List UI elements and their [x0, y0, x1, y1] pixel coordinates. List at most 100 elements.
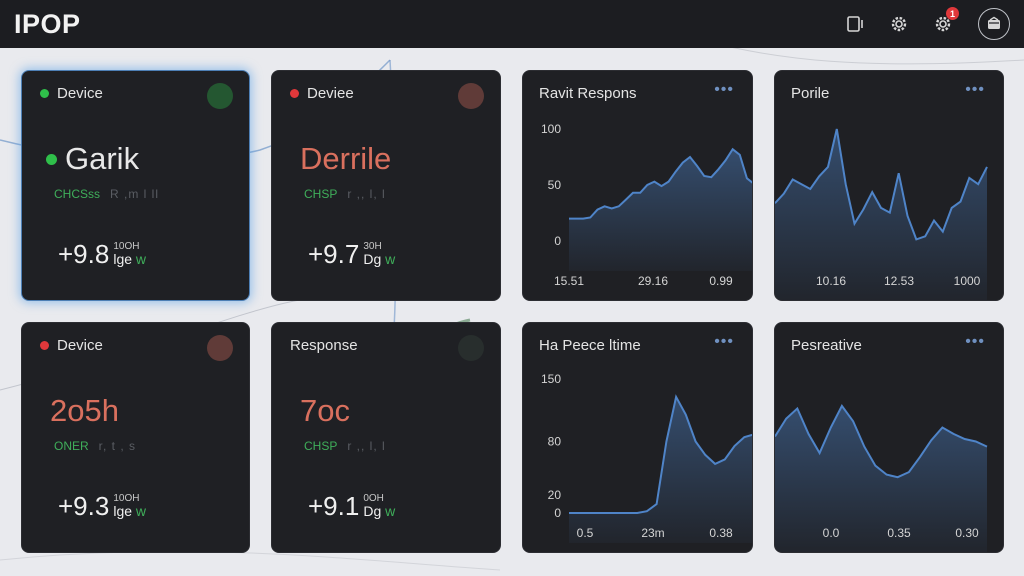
footer-unit-suffix: w — [385, 251, 396, 267]
device-card-title: Device — [57, 85, 103, 102]
x-tick-label: 12.53 — [884, 274, 914, 288]
x-tick-label: 0.99 — [709, 274, 733, 288]
chart-card-3: 150 80 20 0 0.5 23m 0.38 Ha Peece ltime ••• — [522, 322, 753, 553]
footer-sub: 10OH — [113, 241, 140, 252]
series-line — [569, 394, 752, 514]
footer-unit: Dg — [363, 251, 382, 267]
footer-value: +9.3 — [58, 491, 110, 521]
more-options-icon[interactable]: ••• — [965, 333, 985, 350]
device-card-status: CHSP r ,, l, l — [304, 439, 386, 453]
y-tick-label: 0 — [554, 506, 561, 520]
footer-unit-suffix: w — [135, 251, 147, 267]
series-area — [569, 149, 752, 271]
series-line — [775, 128, 988, 241]
footer-sub: 0OH — [363, 493, 384, 504]
tablet-icon[interactable] — [842, 11, 868, 37]
chart-title: Porile — [791, 85, 830, 102]
device-card-value: 7oc — [300, 393, 350, 428]
top-bar: IPOP 1 — [0, 0, 1024, 48]
status-trail: r, t , s — [98, 439, 137, 453]
card-corner-indicator — [207, 335, 233, 361]
status-code: CHCSss — [54, 187, 101, 201]
y-tick-label: 150 — [541, 372, 561, 386]
chart-card-2: 10.16 12.53 1000 Porile ••• — [774, 70, 1004, 301]
status-dot — [40, 341, 49, 350]
value-status-dot — [46, 153, 57, 165]
top-bar-actions: 1 — [842, 7, 1010, 40]
x-tick-label: 0.35 — [887, 526, 911, 540]
device-card-footer: +9.7 30H Dg w — [308, 239, 395, 270]
device-card-3[interactable]: Device 2o5h ONER r, t , s +9.3 10OH lge … — [21, 322, 250, 553]
chart-plot: 0.0 0.35 0.30 — [775, 404, 988, 552]
chart-plot: 10.16 12.53 1000 — [775, 128, 988, 300]
device-card-1[interactable]: Device Garik CHCSss R ,m l ll +9.8 10OH … — [21, 70, 250, 301]
device-card-header: Device — [40, 85, 103, 102]
more-options-icon[interactable]: ••• — [714, 333, 734, 350]
device-card-2[interactable]: Deviee Derrile CHSP r ,, l, l +9.7 30H D… — [271, 70, 501, 301]
device-card-header: Deviee — [290, 85, 354, 102]
device-card-value-row: Garik — [46, 141, 139, 177]
y-tick-label: 20 — [548, 488, 562, 502]
settings-notification-icon[interactable]: 1 — [930, 7, 959, 37]
x-tick-label: 0.38 — [709, 526, 733, 540]
app-title: IPOP — [14, 8, 81, 39]
y-tick-label: 50 — [548, 178, 562, 192]
footer-sub: 30H — [363, 241, 382, 252]
status-trail: r ,, l, l — [347, 187, 386, 201]
status-dot — [290, 89, 299, 98]
device-card-status: CHSP r ,, l, l — [304, 187, 386, 201]
user-avatar-icon[interactable] — [978, 8, 1010, 40]
footer-value: +9.8 — [58, 239, 110, 269]
footer-unit: lge — [113, 503, 133, 519]
settings-icon[interactable] — [886, 11, 912, 37]
status-trail: R ,m l ll — [110, 187, 160, 201]
card-corner-indicator — [207, 83, 233, 109]
status-dot — [40, 89, 49, 98]
chart-plot: 100 50 0 15.51 29.16 0.99 — [541, 122, 752, 288]
footer-unit: Dg — [363, 503, 382, 519]
series-area — [775, 129, 987, 300]
y-tick-label: 0 — [554, 234, 561, 248]
chart-title: Pesreative — [791, 337, 862, 354]
card-corner-indicator — [458, 83, 484, 109]
series-area — [775, 405, 987, 552]
device-card-title: Response — [290, 337, 358, 354]
x-tick-label: 23m — [641, 526, 664, 540]
device-card-footer: +9.8 10OH lge w — [58, 239, 146, 270]
device-card-value: Garik — [65, 141, 140, 176]
device-card-footer: +9.1 0OH Dg w — [308, 491, 395, 522]
footer-unit-suffix: w — [385, 503, 396, 519]
device-card-value-row: 7oc — [300, 393, 350, 429]
footer-unit-suffix: w — [135, 503, 147, 519]
x-tick-label: 1000 — [954, 274, 981, 288]
device-card-footer: +9.3 10OH lge w — [58, 491, 146, 522]
device-card-value-row: Derrile — [300, 141, 391, 177]
device-card-status: ONER r, t , s — [54, 439, 136, 453]
footer-value: +9.7 — [308, 239, 360, 269]
chart-title: Ha Peece ltime — [539, 337, 641, 354]
device-card-title: Device — [57, 337, 103, 354]
x-tick-label: 10.16 — [816, 274, 846, 288]
more-options-icon[interactable]: ••• — [714, 81, 734, 98]
more-options-icon[interactable]: ••• — [965, 81, 985, 98]
device-card-title: Deviee — [307, 85, 354, 102]
device-card-value: Derrile — [300, 141, 392, 176]
device-card-value-row: 2o5h — [50, 393, 119, 429]
series-line — [569, 147, 752, 220]
status-code: ONER — [54, 439, 89, 453]
chart-title: Ravit Respons — [539, 85, 637, 102]
device-card-header: Device — [40, 337, 103, 354]
device-card-value: 2o5h — [50, 393, 119, 428]
status-code: CHSP — [304, 187, 338, 201]
x-tick-label: 15.51 — [554, 274, 584, 288]
chart-plot: 150 80 20 0 0.5 23m 0.38 — [541, 372, 752, 543]
series-area — [569, 396, 752, 543]
footer-unit: lge — [113, 251, 133, 267]
status-trail: r ,, l, l — [347, 439, 386, 453]
x-tick-label: 0.5 — [577, 526, 594, 540]
device-card-4[interactable]: Response 7oc CHSP r ,, l, l +9.1 0OH Dg … — [271, 322, 501, 553]
chart-card-1: 100 50 0 15.51 29.16 0.99 Ravit Respons ••• — [522, 70, 753, 301]
device-card-header: Response — [290, 337, 358, 354]
chart-card-4: 0.0 0.35 0.30 Pesreative ••• — [774, 322, 1004, 553]
y-tick-label: 80 — [548, 435, 562, 449]
